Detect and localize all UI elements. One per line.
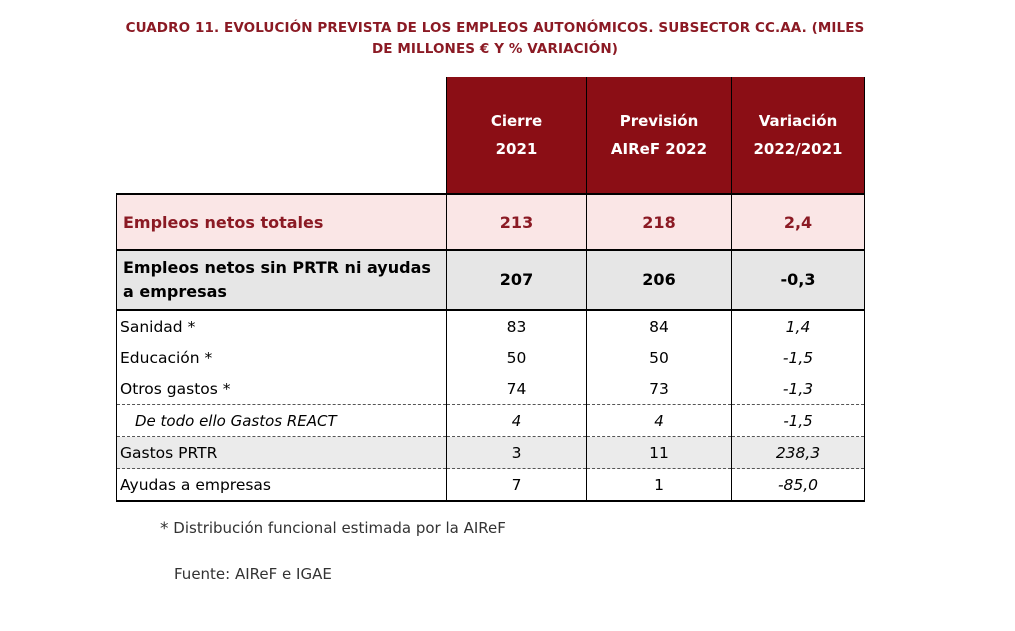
table-row-otros-gastos: Otros gastos * 74 73 -1,3 (116, 373, 865, 405)
header-prevision-line2: AIReF 2022 (610, 140, 708, 158)
header-cierre-line1: Cierre (490, 112, 543, 130)
table-title-line1: CUADRO 11. EVOLUCIÓN PREVISTA DE LOS EMP… (125, 20, 865, 36)
cell-2022: 73 (586, 373, 732, 405)
table-title-line2: DE MILLONES € Y % VARIACIÓN) (371, 41, 619, 57)
cell-2022: 206 (586, 250, 732, 311)
cell-2021: 7 (446, 468, 587, 502)
footnote-text: Distribución funcional estimada por la A… (173, 519, 506, 537)
row-label: Sanidad * (116, 310, 447, 342)
header-blank (117, 77, 447, 194)
source-note: Fuente: AIReF e IGAE (174, 565, 332, 583)
row-label: Educación * (116, 342, 447, 373)
cell-2022: 84 (586, 310, 732, 342)
cell-variacion: -1,5 (731, 404, 865, 437)
table-title: CUADRO 11. EVOLUCIÓN PREVISTA DE LOS EMP… (60, 18, 930, 60)
cell-variacion: -85,0 (731, 468, 865, 502)
cell-2021: 3 (446, 436, 587, 469)
header-row: Cierre 2021 Previsión AIReF 2022 Variaci… (117, 77, 865, 194)
table-row-empleos-totales: Empleos netos totales 213 218 2,4 (116, 193, 865, 251)
table-row-sanidad: Sanidad * 83 84 1,4 (116, 310, 865, 342)
cell-variacion: -1,3 (731, 373, 865, 405)
row-label: De todo ello Gastos REACT (116, 404, 447, 437)
cell-variacion: -0,3 (731, 250, 865, 311)
row-label-line1: Empleos netos sin PRTR ni ayudas (123, 258, 431, 277)
cell-2021: 207 (446, 250, 587, 311)
row-label: Empleos netos totales (116, 193, 447, 251)
header-cierre-2021: Cierre 2021 (446, 77, 587, 194)
header-prevision-line1: Previsión (619, 112, 699, 130)
table-row-gastos-prtr: Gastos PRTR 3 11 238,3 (116, 436, 865, 469)
table-row-ayudas-empresas: Ayudas a empresas 7 1 -85,0 (116, 468, 865, 502)
table-row-educacion: Educación * 50 50 -1,5 (116, 342, 865, 373)
table-row-empleos-sin-prtr: Empleos netos sin PRTR ni ayudas a empre… (116, 250, 865, 311)
header-cierre-line2: 2021 (495, 140, 538, 158)
row-label: Ayudas a empresas (116, 468, 447, 502)
header-variacion: Variación 2022/2021 (731, 77, 865, 194)
cell-2022: 218 (586, 193, 732, 251)
cell-2021: 83 (446, 310, 587, 342)
cell-2021: 213 (446, 193, 587, 251)
row-label: Empleos netos sin PRTR ni ayudas a empre… (116, 250, 447, 311)
employment-table: Cierre 2021 Previsión AIReF 2022 Variaci… (116, 77, 865, 502)
row-label-line2: a empresas (123, 282, 227, 301)
cell-2022: 11 (586, 436, 732, 469)
row-label: Gastos PRTR (116, 436, 447, 469)
header-prevision-2022: Previsión AIReF 2022 (586, 77, 732, 194)
cell-2021: 74 (446, 373, 587, 405)
footnote-star: * (160, 519, 169, 539)
cell-2022: 4 (586, 404, 732, 437)
table-row-gastos-react: De todo ello Gastos REACT 4 4 -1,5 (116, 404, 865, 437)
cell-variacion: 2,4 (731, 193, 865, 251)
cell-2022: 50 (586, 342, 732, 373)
cell-variacion: 1,4 (731, 310, 865, 342)
cell-2021: 50 (446, 342, 587, 373)
cell-2021: 4 (446, 404, 587, 437)
footnote: * Distribución funcional estimada por la… (160, 519, 506, 539)
cell-variacion: -1,5 (731, 342, 865, 373)
cell-2022: 1 (586, 468, 732, 502)
header-variacion-line2: 2022/2021 (753, 140, 843, 158)
row-label: Otros gastos * (116, 373, 447, 405)
header-variacion-line1: Variación (758, 112, 838, 130)
cell-variacion: 238,3 (731, 436, 865, 469)
